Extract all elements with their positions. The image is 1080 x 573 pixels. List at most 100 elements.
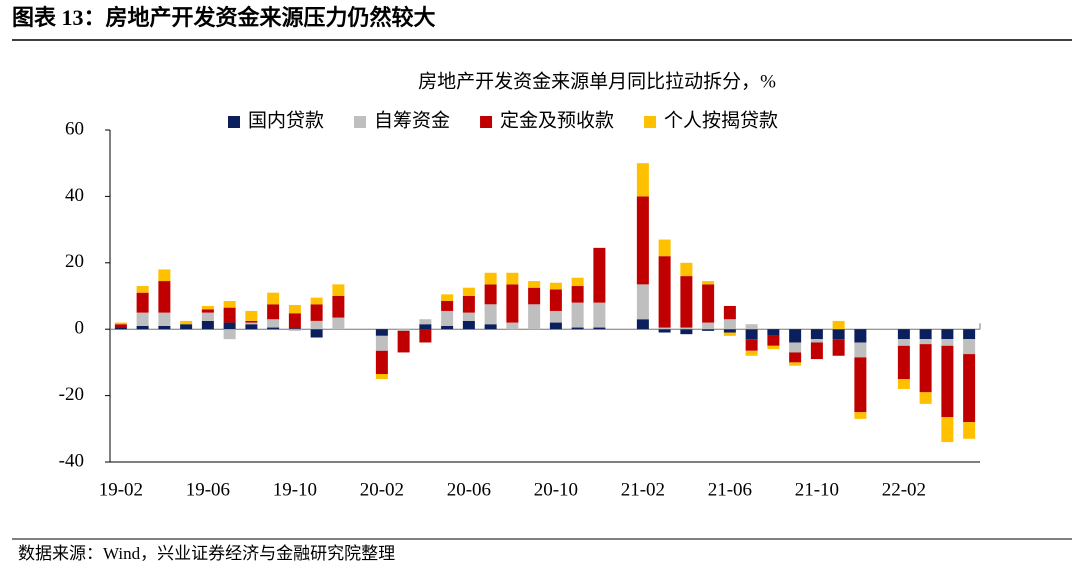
bar-segment [375, 374, 388, 379]
bar-segment [506, 322, 519, 330]
bar-segment [636, 196, 649, 285]
bar-segment [919, 392, 932, 404]
y-tick-label: -20 [59, 384, 84, 405]
bar-segment [288, 304, 301, 314]
bar-segment [702, 329, 715, 331]
legend-label: 定金及预收款 [500, 109, 614, 131]
bar-segment [549, 289, 562, 311]
bar-segment [897, 345, 910, 379]
bar-segment [919, 329, 932, 340]
bar-segment [267, 319, 280, 328]
bar-segment [593, 327, 606, 330]
bar-segment [549, 282, 562, 290]
bar-segment [484, 272, 497, 285]
bar-segment [658, 329, 671, 333]
bar-segment [789, 362, 802, 366]
bar-segment [136, 286, 149, 293]
y-tick-label: 40 [65, 185, 84, 206]
bar-segment [702, 322, 715, 330]
x-tick-label: 19-02 [99, 479, 143, 500]
bar-segment [201, 305, 214, 310]
x-tick-label: 21-06 [708, 479, 752, 500]
bar-segment [941, 339, 954, 346]
bar-segment [636, 163, 649, 197]
bar-segment [549, 322, 562, 330]
bar-segment [767, 335, 780, 346]
y-tick-label: 60 [65, 118, 84, 139]
bar-segment [136, 312, 149, 326]
chart-title: 房地产开发资金来源单月同比拉动拆分，% [418, 70, 776, 92]
bar-segment [506, 272, 519, 285]
bar-segment [702, 281, 715, 285]
bar-segment [941, 417, 954, 443]
bar-segment [158, 325, 171, 330]
bar-segment [963, 329, 976, 340]
bar-segment [963, 339, 976, 355]
bar-segment [310, 297, 323, 305]
bar-segment [897, 329, 910, 340]
x-tick-label: 22-02 [882, 479, 926, 500]
bar-segment [484, 284, 497, 305]
bar-segment [702, 284, 715, 323]
bar-segment [636, 284, 649, 320]
x-tick-label: 21-02 [621, 479, 665, 500]
bar-segment [375, 350, 388, 375]
bar-segment [832, 320, 845, 330]
bar-segment [919, 339, 932, 345]
bar-segment [897, 379, 910, 389]
source-note: 数据来源：Wind，兴业证券经济与金融研究院整理 [18, 544, 395, 563]
legend-swatch [354, 116, 367, 128]
bar-segment [267, 292, 280, 305]
bar-segment [288, 313, 301, 329]
legend-swatch [480, 116, 493, 128]
bar-segment [114, 327, 127, 330]
bar-segment [745, 339, 758, 351]
bar-segment [745, 350, 758, 356]
bar-segment [810, 329, 823, 340]
bar-segment [528, 304, 541, 330]
bar-segment [114, 324, 127, 328]
y-tick-label: 0 [75, 318, 85, 339]
bar-segment [397, 330, 410, 353]
bar-segment [810, 339, 823, 343]
bar-segment [941, 329, 954, 340]
bar-segment [571, 327, 584, 330]
bar-segment [723, 332, 736, 336]
bar-segment [528, 287, 541, 305]
bar-segment [332, 296, 345, 318]
bar-segment [136, 292, 149, 313]
bar-segment [789, 342, 802, 353]
bar-segment [397, 329, 410, 331]
bar-segment [158, 281, 171, 313]
bar-segment [332, 284, 345, 296]
bar-segment [288, 328, 301, 330]
bar-segment [658, 327, 671, 330]
bar-segment [158, 269, 171, 282]
bar-segment [571, 302, 584, 328]
bar-segment [789, 352, 802, 363]
bar-segment [462, 296, 475, 313]
bar-segment [571, 286, 584, 303]
bar-segment [789, 329, 802, 343]
bar-segment [680, 276, 693, 328]
bar-segment [963, 422, 976, 439]
bar-segment [441, 294, 454, 301]
bar-segment [506, 284, 519, 323]
bar-segment [223, 307, 236, 323]
bar-segment [593, 247, 606, 303]
bar-segment [245, 310, 258, 321]
bar-segment [680, 329, 693, 335]
bar-segment [114, 322, 127, 325]
bar-segment [201, 309, 214, 313]
bar-segment [832, 329, 845, 340]
bar-segment [245, 324, 258, 330]
bar-segment [832, 339, 845, 356]
bar-segment [963, 354, 976, 423]
bar-segment [201, 312, 214, 321]
bar-segment [484, 324, 497, 330]
bar-segment [136, 325, 149, 330]
bar-segment [658, 239, 671, 257]
bar-segment [180, 320, 193, 325]
